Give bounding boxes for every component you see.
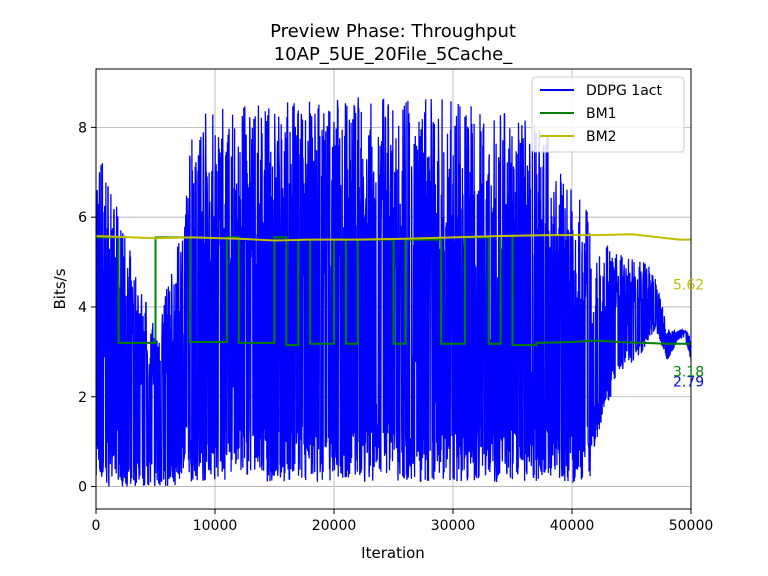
legend-entry: DDPG 1act xyxy=(586,83,662,99)
final-value-label: 2.79 xyxy=(673,374,704,390)
y-tick-label: 6 xyxy=(78,210,87,226)
x-tick-label: 40000 xyxy=(550,518,595,534)
legend: DDPG 1act BM1 BM2 xyxy=(531,76,685,153)
axes-frame xyxy=(95,68,692,510)
axis-ticks: 0 10000 20000 30000 40000 50000 0 2 4 6 8 xyxy=(78,120,713,534)
y-tick-label: 0 xyxy=(78,480,87,496)
series-line-ddpg xyxy=(96,97,691,487)
y-tick-label: 8 xyxy=(78,120,87,136)
final-value-label: 3.18 xyxy=(673,365,704,381)
y-tick-label: 2 xyxy=(78,390,87,406)
x-tick-label: 10000 xyxy=(193,518,238,534)
chart-subtitle: 10AP_5UE_20File_5Cache_ xyxy=(274,44,514,65)
x-axis-label: Iteration xyxy=(361,544,425,562)
y-tick-label: 4 xyxy=(78,300,87,316)
final-value-label: 5.62 xyxy=(673,278,704,294)
chart-title: Preview Phase: Throughput xyxy=(270,21,516,42)
x-tick-label: 30000 xyxy=(431,518,476,534)
series-line-bm1 xyxy=(96,235,691,347)
x-tick-label: 0 xyxy=(92,518,101,534)
y-axis-label: Bits/s xyxy=(51,268,69,309)
x-tick-label: 20000 xyxy=(312,518,357,534)
legend-box xyxy=(531,76,685,153)
final-value-labels: 2.793.18 5.62 xyxy=(673,278,704,391)
series-line-bm2 xyxy=(96,233,691,242)
legend-entry: BM2 xyxy=(586,129,617,145)
x-tick-label: 50000 xyxy=(669,518,714,534)
plot-area xyxy=(96,97,691,487)
legend-entry: BM1 xyxy=(586,106,617,122)
